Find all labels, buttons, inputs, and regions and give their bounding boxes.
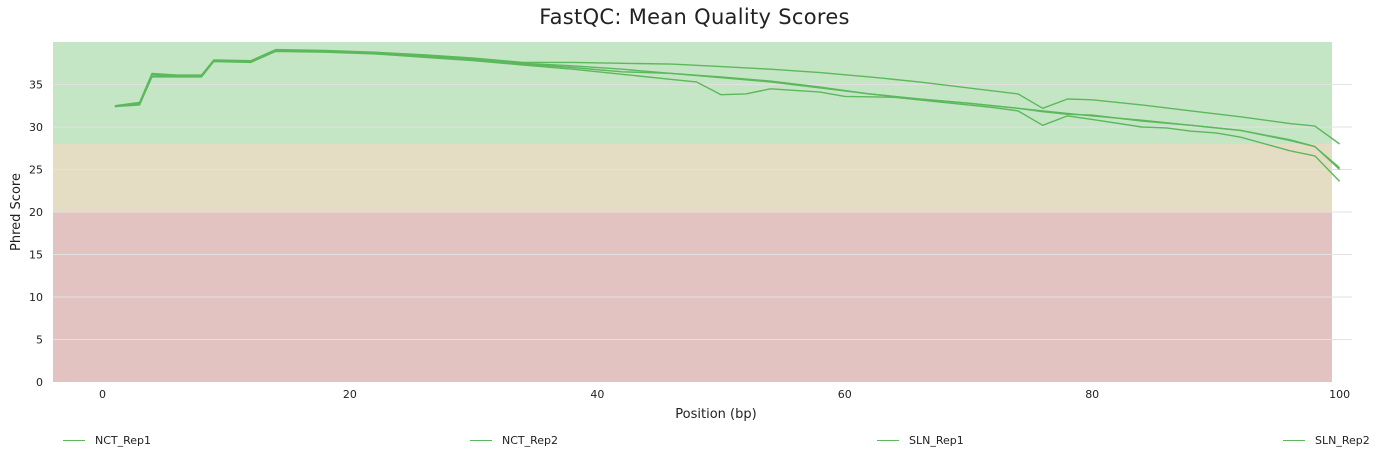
legend-label: NCT_Rep1 xyxy=(95,433,152,447)
legend-item-nct-rep1[interactable]: NCT_Rep1 xyxy=(63,430,151,450)
legend-line-icon xyxy=(470,439,492,441)
legend-line-icon xyxy=(1283,439,1305,441)
mean-quality-chart: 0 5 10 15 20 25 30 35 0 20 40 60 80 100 Position (bp… xyxy=(9,42,1352,422)
legend-item-sln-rep2[interactable]: SLN_Rep2 xyxy=(1283,430,1370,450)
y-tick-label: 10 xyxy=(29,291,43,304)
x-tick-label: 0 xyxy=(99,388,106,401)
legend-label: SLN_Rep1 xyxy=(909,433,964,447)
y-tick-label: 20 xyxy=(29,206,43,219)
quality-band-2 xyxy=(53,42,1332,144)
legend-label: NCT_Rep2 xyxy=(502,433,559,447)
x-tick-label: 100 xyxy=(1329,388,1350,401)
legend-item-nct-rep2[interactable]: NCT_Rep2 xyxy=(470,430,558,450)
legend-label: SLN_Rep2 xyxy=(1315,433,1370,447)
chart-title: FastQC: Mean Quality Scores xyxy=(539,5,850,29)
x-tick-label: 20 xyxy=(343,388,357,401)
series-line-nct-rep1[interactable] xyxy=(114,48,1341,145)
legend-item-sln-rep1[interactable]: SLN_Rep1 xyxy=(877,430,964,450)
x-tick-labels: 0 20 40 60 80 100 xyxy=(99,388,1350,401)
quality-band-1 xyxy=(53,144,1332,212)
y-tick-label: 0 xyxy=(36,376,43,389)
series-lines xyxy=(114,48,1341,182)
gridlines xyxy=(53,84,1352,340)
x-axis-label: Position (bp) xyxy=(675,407,756,422)
y-tick-label: 25 xyxy=(29,164,43,177)
y-tick-label: 30 xyxy=(29,121,43,134)
legend: NCT_Rep1 NCT_Rep2 SLN_Rep1 SLN_Rep2 xyxy=(0,430,1389,450)
y-tick-label: 35 xyxy=(29,79,43,92)
y-tick-label: 5 xyxy=(36,334,43,347)
x-tick-label: 80 xyxy=(1085,388,1099,401)
legend-line-icon xyxy=(63,439,85,441)
x-tick-label: 60 xyxy=(838,388,852,401)
y-tick-label: 15 xyxy=(29,249,43,262)
y-tick-labels: 0 5 10 15 20 25 30 35 xyxy=(29,79,43,390)
legend-line-icon xyxy=(877,439,899,441)
series-line-sln-rep1[interactable] xyxy=(114,50,1341,182)
y-axis-label: Phred Score xyxy=(9,173,24,251)
x-tick-label: 40 xyxy=(590,388,604,401)
series-line-sln-rep2[interactable] xyxy=(114,49,1341,171)
